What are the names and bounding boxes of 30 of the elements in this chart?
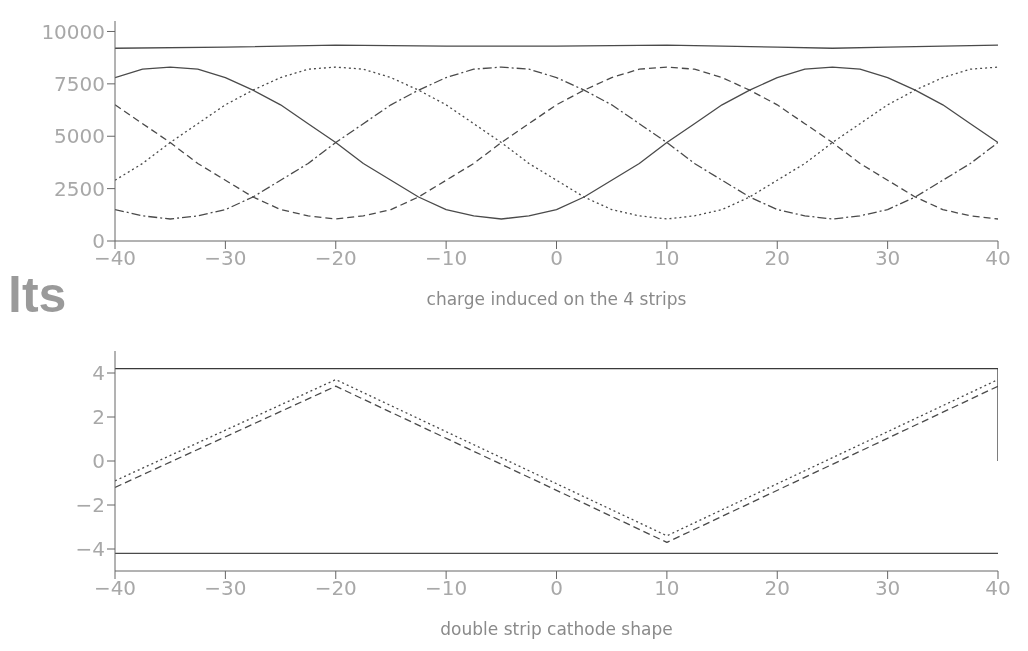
x-axis-title: charge induced on the 4 strips xyxy=(425,289,688,309)
x-tick-label: −30 xyxy=(204,576,247,601)
y-tick-label: 0 xyxy=(92,229,105,254)
y-tick-label: 4 xyxy=(92,361,105,386)
y-tick-label: −4 xyxy=(75,537,105,562)
x-tick-label: −10 xyxy=(425,576,468,601)
y-tick-label: 5000 xyxy=(54,124,105,149)
y-tick-label: 2 xyxy=(92,405,105,430)
y-tick-label: 10000 xyxy=(41,19,105,44)
y-tick-label: 7500 xyxy=(54,71,105,96)
x-tick-label: 20 xyxy=(764,246,790,271)
y-tick-label: 0 xyxy=(92,449,105,474)
x-tick-label: 10 xyxy=(654,246,680,271)
x-tick-label: −30 xyxy=(204,246,247,271)
y-tick-label: −2 xyxy=(75,493,105,518)
x-tick-label: 30 xyxy=(874,246,901,271)
text: lts xyxy=(8,267,67,323)
x-tick-label: 30 xyxy=(874,576,901,601)
x-tick-label: 40 xyxy=(985,576,1011,601)
x-tick-label: −20 xyxy=(314,246,357,271)
x-tick-label: 20 xyxy=(764,576,790,601)
x-tick-label: −20 xyxy=(314,576,357,601)
x-tick-label: −40 xyxy=(93,576,137,601)
x-tick-label: 10 xyxy=(654,576,680,601)
x-tick-label: 0 xyxy=(550,246,563,271)
x-tick-label: 0 xyxy=(550,576,563,601)
y-tick-label: 2500 xyxy=(54,176,105,201)
x-axis-title: double strip cathode shape xyxy=(439,619,674,639)
x-tick-label: 40 xyxy=(985,246,1011,271)
x-tick-label: −10 xyxy=(425,246,468,271)
